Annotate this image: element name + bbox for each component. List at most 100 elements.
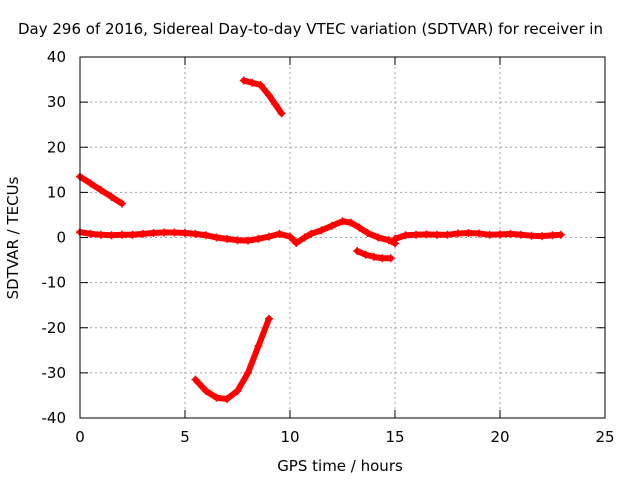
x-tick-label: 20 [490,428,509,446]
data-point [506,229,515,238]
data-point [485,230,494,239]
x-tick-label: 25 [595,428,614,446]
data-point [370,252,378,261]
data-point [265,91,273,100]
data-point [277,109,286,118]
data-point [128,230,137,239]
data-point [384,236,393,245]
data-point [265,232,273,241]
data-point [538,232,546,241]
data-point [223,395,231,404]
data-point [191,229,200,238]
data-point [328,221,336,230]
y-tick-label: 20 [47,138,66,156]
data-point [256,80,265,89]
data-point [97,230,105,239]
data-point [433,230,441,239]
data-point [548,231,557,240]
data-series-3 [391,228,565,243]
data-point [107,231,116,240]
data-point [338,217,347,226]
y-tick-label: 0 [56,229,66,247]
data-point [475,229,483,238]
data-point [346,218,355,227]
data-point [286,232,294,241]
data-point [496,230,504,239]
data-point [239,76,248,85]
data-point [317,226,326,235]
data-point [244,368,252,377]
data-point [160,228,168,237]
data-point [233,236,242,245]
data-point [378,254,387,263]
chart-title: Day 296 of 2016, Sidereal Day-to-day VTE… [18,20,603,38]
data-point [527,231,536,240]
x-tick-label: 10 [280,428,299,446]
data-point [307,229,315,238]
data-point [107,192,116,201]
data-point [181,228,189,237]
data-point [454,229,462,238]
data-point [202,386,210,395]
data-series-7 [191,314,273,404]
data-point [363,228,372,237]
data-point [386,254,395,263]
data-series-1 [76,228,301,247]
data-point [139,229,147,238]
data-point [118,199,126,208]
data-point [86,229,95,238]
x-axis-label: GPS time / hours [277,457,403,475]
data-point [265,314,273,323]
data-point [212,233,221,242]
y-tick-label: 40 [47,48,66,66]
y-tick-label: -10 [42,274,67,292]
data-point [233,386,242,395]
data-series-4 [76,172,126,208]
y-tick-label: 30 [47,93,66,111]
x-tick-label: 0 [75,428,85,446]
y-tick-label: -20 [42,319,67,337]
data-point [361,250,370,259]
data-point [149,228,158,237]
data-point [170,228,179,237]
data-point [353,247,362,256]
x-tick-label: 15 [385,428,404,446]
data-point [401,231,410,240]
data-point [118,230,126,239]
data-point [97,186,105,195]
data-point [355,223,364,232]
y-tick-label: -30 [42,364,67,382]
series-line [77,229,300,246]
data-point [86,179,95,188]
data-point [271,100,280,109]
data-point [374,233,383,242]
data-point [244,236,252,245]
data-point [412,230,420,239]
data-point [556,230,565,239]
data-point [464,228,473,237]
x-tick-label: 5 [180,428,190,446]
data-point [254,341,263,350]
data-point [292,238,301,247]
data-point [300,233,309,242]
y-tick-label: 10 [47,183,66,201]
frame-layer: 0 5 10 15 20 25 -40 -30 -20 -10 0 10 20 30 40 [42,48,615,446]
data-point [443,230,452,239]
data-point [212,393,221,402]
data-point [275,229,284,238]
y-tick-label: -40 [42,409,67,427]
data-point [254,234,263,243]
series-line [192,315,272,403]
data-series-5 [239,76,286,118]
data-point [422,230,431,239]
data-point [223,234,231,243]
data-series-6 [353,247,395,263]
data-point [191,375,200,384]
y-axis-label: SDTVAR / TECUs [4,176,22,299]
data-point [391,234,399,243]
data-series-2 [292,217,399,248]
data-layer [76,76,565,404]
data-point [202,231,210,240]
